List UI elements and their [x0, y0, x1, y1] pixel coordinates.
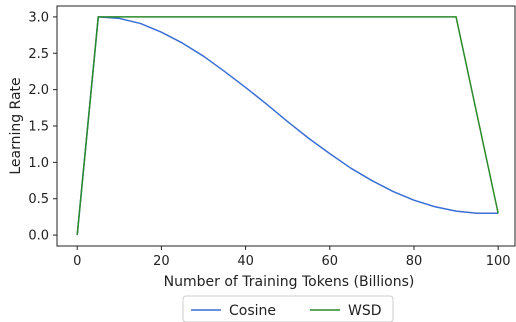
legend-wsd-label: WSD [348, 303, 382, 319]
plot-frame [56, 5, 516, 247]
legend-cosine-label: Cosine [229, 303, 276, 319]
y-tick-label: 2.5 [28, 47, 49, 62]
x-tick-label: 0 [73, 254, 81, 269]
x-tick-label: 20 [153, 254, 170, 269]
series-line-cosine [76, 16, 499, 236]
x-tick-label: 60 [322, 254, 339, 269]
plot-area [56, 5, 516, 247]
x-tick-label: 40 [237, 254, 254, 269]
x-axis-ticks: 0 20 40 60 80 100 [73, 246, 511, 269]
y-tick-label: 1.5 [28, 120, 49, 135]
series-lines [76, 16, 499, 236]
x-tick-label: 100 [486, 254, 511, 269]
legend: Cosine WSD [182, 295, 394, 322]
y-tick-label: 1.0 [28, 156, 49, 171]
y-axis-ticks: 0.0 0.5 1.0 1.5 2.0 2.5 3.0 [28, 10, 57, 244]
y-tick-label: 0.0 [28, 229, 49, 244]
y-tick-label: 2.0 [28, 83, 49, 98]
x-axis-label: Number of Training Tokens (Billions) [164, 274, 415, 290]
series-line-wsd [76, 16, 499, 236]
y-tick-label: 0.5 [28, 192, 49, 207]
y-axis-label: Learning Rate [8, 77, 24, 174]
y-tick-label: 3.0 [28, 10, 49, 25]
legend-box [182, 295, 394, 322]
x-tick-label: 80 [406, 254, 423, 269]
